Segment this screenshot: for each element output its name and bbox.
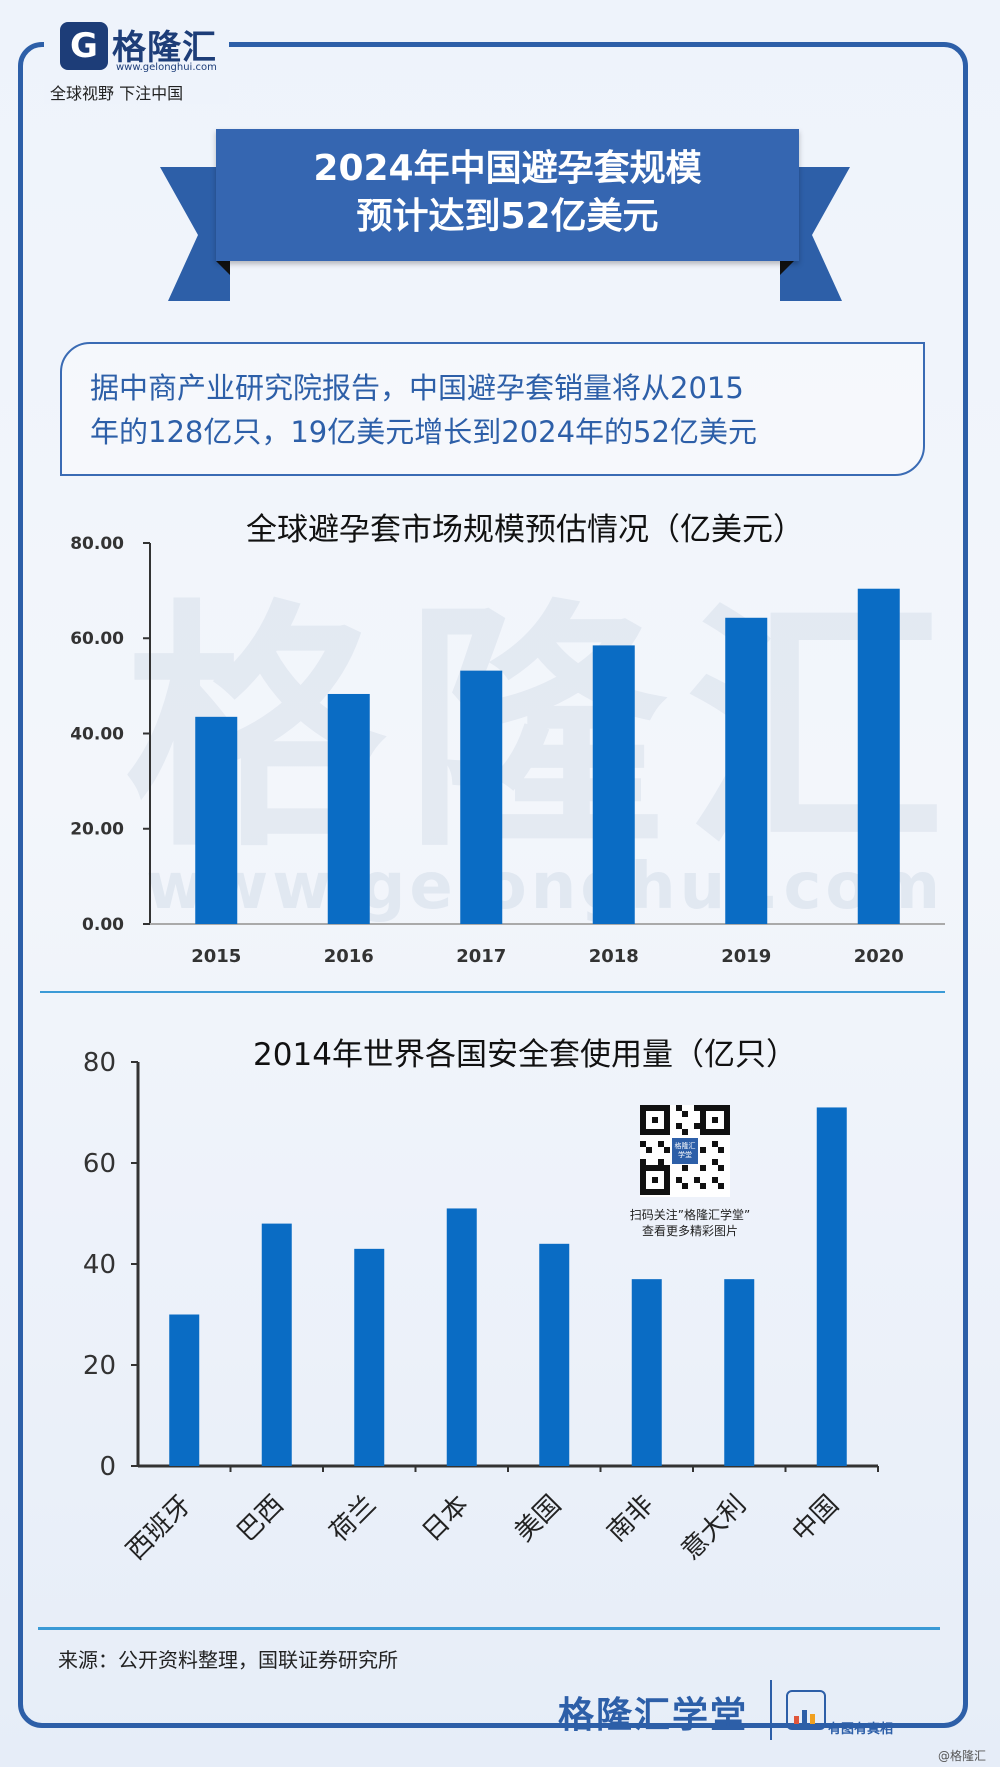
chart-search-icon (786, 1690, 826, 1730)
chart2-bar (354, 1248, 385, 1466)
chart1-y-tick-label: 0.00 (82, 915, 124, 935)
chart1-bar (592, 645, 635, 924)
chart1-x-tick-label: 2017 (456, 946, 506, 967)
chart2-x-tick-label: 意大利 (676, 1490, 752, 1566)
chart2-bar (631, 1279, 662, 1466)
summary-box: 据中商产业研究院报告，中国避孕套销量将从2015 年的128亿只，19亿美元增长… (60, 342, 925, 476)
chart1-bar (327, 693, 370, 924)
chart2-y-tick-label: 40 (83, 1250, 116, 1280)
qr-caption: 扫码关注”格隆汇学堂” 查看更多精彩图片 (605, 1207, 775, 1239)
chart2-bar (446, 1208, 477, 1466)
chart1-bar (195, 716, 238, 924)
chart1-x-tick-label: 2015 (191, 946, 241, 967)
source-note: 来源：公开资料整理，国联证券研究所 (58, 1648, 398, 1672)
chart2-bar (261, 1223, 292, 1466)
chart1-y-tick-label: 40.00 (70, 724, 124, 744)
chart1-x-tick-label: 2018 (589, 946, 639, 967)
chart1-y-tick-label: 80.00 (70, 534, 124, 554)
logo-name: 格隆汇 (112, 28, 217, 68)
chart2-x-tick-label: 巴西 (232, 1490, 290, 1548)
chart2-x-tick-label: 西班牙 (121, 1490, 197, 1566)
chart1-bar (460, 670, 503, 924)
title-line-1: 2024年中国避孕套规模 (313, 148, 702, 189)
chart2-bar (539, 1243, 570, 1466)
chart1-title: 全球避孕套市场规模预估情况（亿美元） (246, 512, 804, 548)
qr-caption-line-1: 扫码关注”格隆汇学堂” (629, 1208, 751, 1222)
logo[interactable]: G 格隆汇 www.gelonghui.com 全球视野 下注中国 (44, 14, 229, 104)
chart2-y-tick-label: 20 (83, 1351, 116, 1381)
chart1-y-tick-label: 60.00 (70, 629, 124, 649)
chart2-plot: 0 20 40 60 80 西班牙 巴西 荷兰 日本 美国 南非 意大利 中国 (83, 1048, 879, 1566)
logo-mark-icon: G (60, 22, 108, 70)
logo-url: www.gelonghui.com (116, 62, 217, 73)
footer-tagline: 有图有真相 (828, 1722, 894, 1737)
chart1-bar (857, 588, 900, 924)
footer-separator (770, 1680, 772, 1740)
chart2-x-tick-label: 中国 (787, 1490, 845, 1548)
chart1-x-tick-label: 2019 (721, 946, 771, 967)
chart2-x-tick-label: 美国 (509, 1490, 567, 1548)
chart2-y-tick-label: 80 (83, 1048, 116, 1078)
summary-line-2: 年的128亿只，19亿美元增长到2024年的52亿美元 (90, 415, 757, 449)
chart2-x-tick-label: 荷兰 (324, 1490, 382, 1548)
chart2-bar (816, 1107, 847, 1466)
chart2-x-tick-label: 南非 (602, 1490, 660, 1548)
chart2-title: 2014年世界各国安全套使用量（亿只） (253, 1037, 797, 1073)
qr-caption-line-2: 查看更多精彩图片 (641, 1224, 738, 1238)
title-banner: 2024年中国避孕套规模 预计达到52亿美元 (160, 125, 850, 305)
logo-slogan: 全球视野 下注中国 (50, 84, 184, 103)
section-divider (40, 991, 945, 993)
chart2-x-tick-label: 日本 (417, 1490, 475, 1548)
chart1-y-tick-label: 20.00 (70, 820, 124, 840)
chart2-bar (724, 1279, 755, 1466)
chart1-x-tick-label: 2016 (324, 946, 374, 967)
corner-watermark: @格隆汇 (938, 1749, 987, 1763)
title-line-2: 预计达到52亿美元 (356, 196, 659, 237)
chart1-x-tick-label: 2020 (854, 946, 904, 967)
charts-canvas: 格隆汇 www.gelonghui.com 全球避孕套市场规模预估情况（亿美元）… (70, 512, 965, 1566)
chart2-bar (169, 1314, 200, 1466)
footer-divider (38, 1627, 940, 1630)
watermark-brand: 格隆汇 (125, 580, 965, 882)
chart2-y-tick-label: 60 (83, 1149, 116, 1179)
border-frame (18, 42, 968, 1728)
qr-code[interactable]: 格隆汇学堂 (640, 1105, 730, 1197)
chart1-plot: 0.00 20.00 40.00 60.00 80.00 2015 2016 2017 2018… (70, 534, 945, 967)
chart2-y-tick-label: 0 (99, 1452, 116, 1482)
qr-center-badge: 格隆汇学堂 (672, 1138, 698, 1164)
title-ribbon: 2024年中国避孕套规模 预计达到52亿美元 (216, 129, 799, 261)
watermark-url: www.gelonghui.com (146, 850, 944, 924)
chart1-bar (725, 617, 768, 924)
summary-line-1: 据中商产业研究院报告，中国避孕套销量将从2015 (90, 371, 744, 405)
footer-brand: 格隆汇学堂 (558, 1695, 749, 1736)
